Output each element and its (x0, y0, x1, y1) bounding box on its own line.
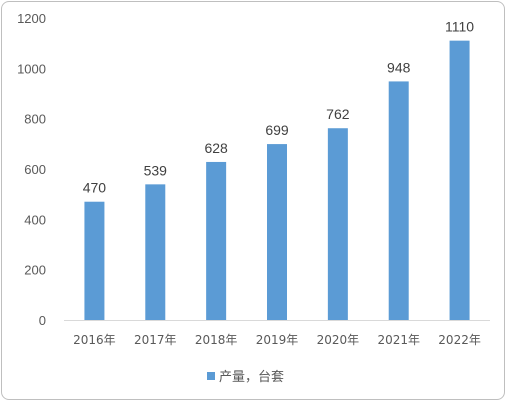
y-tick-label: 1200 (17, 11, 46, 26)
data-label: 628 (204, 140, 228, 156)
y-tick-label: 600 (24, 162, 46, 177)
bar-2020 (327, 128, 348, 320)
bar-2018 (206, 161, 227, 320)
data-label: 762 (326, 106, 350, 122)
data-label: 1110 (445, 19, 474, 35)
bar-2017 (145, 184, 166, 320)
bar-2022 (449, 40, 470, 321)
x-tick-label: 2021年 (377, 333, 420, 347)
x-tick-label: 2019年 (256, 333, 299, 347)
legend-label: 产量，台套 (219, 369, 284, 385)
y-tick-label: 0 (39, 313, 46, 328)
x-tick-label: 2018年 (195, 333, 238, 347)
x-tick-label: 2017年 (134, 333, 177, 347)
x-tick-label: 2022年 (438, 333, 481, 347)
y-tick-label: 200 (24, 263, 46, 278)
data-label: 948 (387, 59, 411, 75)
bar-2021 (388, 81, 409, 320)
y-tick-label: 400 (24, 212, 46, 227)
data-label: 699 (265, 122, 289, 138)
bar-2019 (267, 144, 287, 320)
data-label: 539 (144, 162, 168, 178)
bar-2016 (84, 201, 105, 320)
data-label: 470 (83, 180, 107, 196)
x-tick-label: 2020年 (317, 333, 360, 347)
legend-swatch (207, 372, 215, 380)
x-tick-label: 2016年 (73, 333, 116, 347)
y-tick-label: 800 (24, 112, 46, 127)
y-tick-label: 1000 (17, 61, 46, 76)
